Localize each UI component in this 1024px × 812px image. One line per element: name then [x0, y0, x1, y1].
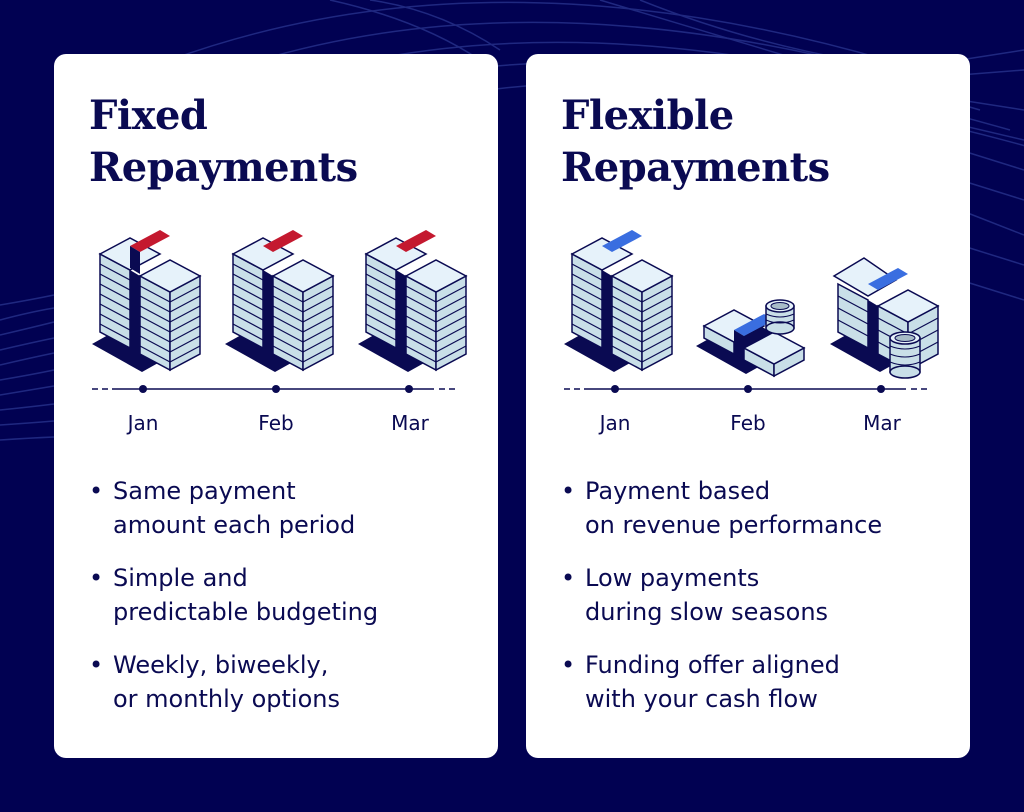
- fixed-month-labels: Jan Feb Mar: [54, 411, 498, 435]
- timeline-dot-feb: [272, 385, 280, 393]
- bullet-line: Funding offer aligned: [585, 651, 840, 679]
- bullet-item: Funding offer aligned with your cash flow: [561, 648, 961, 716]
- fixed-repayments-card: Fixed Repayments Jan Feb Mar Same: [54, 54, 498, 758]
- tall-cash-stack-icon: [91, 230, 201, 373]
- month-label-feb: Feb: [258, 411, 294, 435]
- flexible-title-line1: Flexible: [561, 92, 734, 139]
- month-label-mar: Mar: [391, 411, 429, 435]
- timeline-dot-jan: [139, 385, 147, 393]
- bullet-line: or monthly options: [113, 685, 340, 713]
- bullet-line: Low payments: [585, 564, 760, 592]
- fixed-bullet-list: Same payment amount each period Simple an…: [89, 474, 489, 735]
- bullet-item: Payment based on revenue performance: [561, 474, 961, 542]
- bullet-line: Simple and: [113, 564, 248, 592]
- bullet-line: predictable budgeting: [113, 598, 379, 626]
- bullet-line: Same payment: [113, 477, 296, 505]
- month-label-jan: Jan: [127, 411, 159, 435]
- bullet-line: during slow seasons: [585, 598, 829, 626]
- flexible-bullet-list: Payment based on revenue performance Low …: [561, 474, 961, 735]
- bullet-item: Simple and predictable budgeting: [89, 561, 489, 629]
- timeline-dot-jan: [611, 385, 619, 393]
- bullet-item: Same payment amount each period: [89, 474, 489, 542]
- flexible-repayments-card: Flexible Repayments: [526, 54, 970, 758]
- flexible-month-labels: Jan Feb Mar: [526, 411, 970, 435]
- fixed-illustration: [91, 230, 467, 393]
- bullet-item: Weekly, biweekly, or monthly options: [89, 648, 489, 716]
- timeline-dot-mar: [877, 385, 885, 393]
- bullet-line: amount each period: [113, 511, 356, 539]
- bullet-line: with your cash flow: [585, 685, 818, 713]
- fixed-title: Fixed Repayments: [89, 90, 358, 194]
- fixed-title-line1: Fixed: [89, 92, 208, 139]
- flexible-title-line2: Repayments: [561, 144, 830, 191]
- timeline-dot-feb: [744, 385, 752, 393]
- fixed-title-line2: Repayments: [89, 144, 358, 191]
- small-cash-stack-with-coins-icon: [696, 299, 806, 378]
- medium-cash-stack-with-coins-icon: [830, 257, 940, 379]
- bullet-item: Low payments during slow seasons: [561, 561, 961, 629]
- bullet-line: Weekly, biweekly,: [113, 651, 329, 679]
- timeline-dot-mar: [405, 385, 413, 393]
- month-label-feb: Feb: [730, 411, 766, 435]
- month-label-mar: Mar: [863, 411, 901, 435]
- tall-cash-stack-icon: [224, 230, 334, 373]
- tall-cash-stack-icon: [563, 230, 673, 373]
- bullet-line: on revenue performance: [585, 511, 883, 539]
- tall-cash-stack-icon: [357, 230, 467, 373]
- bullet-line: Payment based: [585, 477, 771, 505]
- month-label-jan: Jan: [599, 411, 631, 435]
- flexible-title: Flexible Repayments: [561, 90, 830, 194]
- flexible-illustration: [563, 230, 940, 393]
